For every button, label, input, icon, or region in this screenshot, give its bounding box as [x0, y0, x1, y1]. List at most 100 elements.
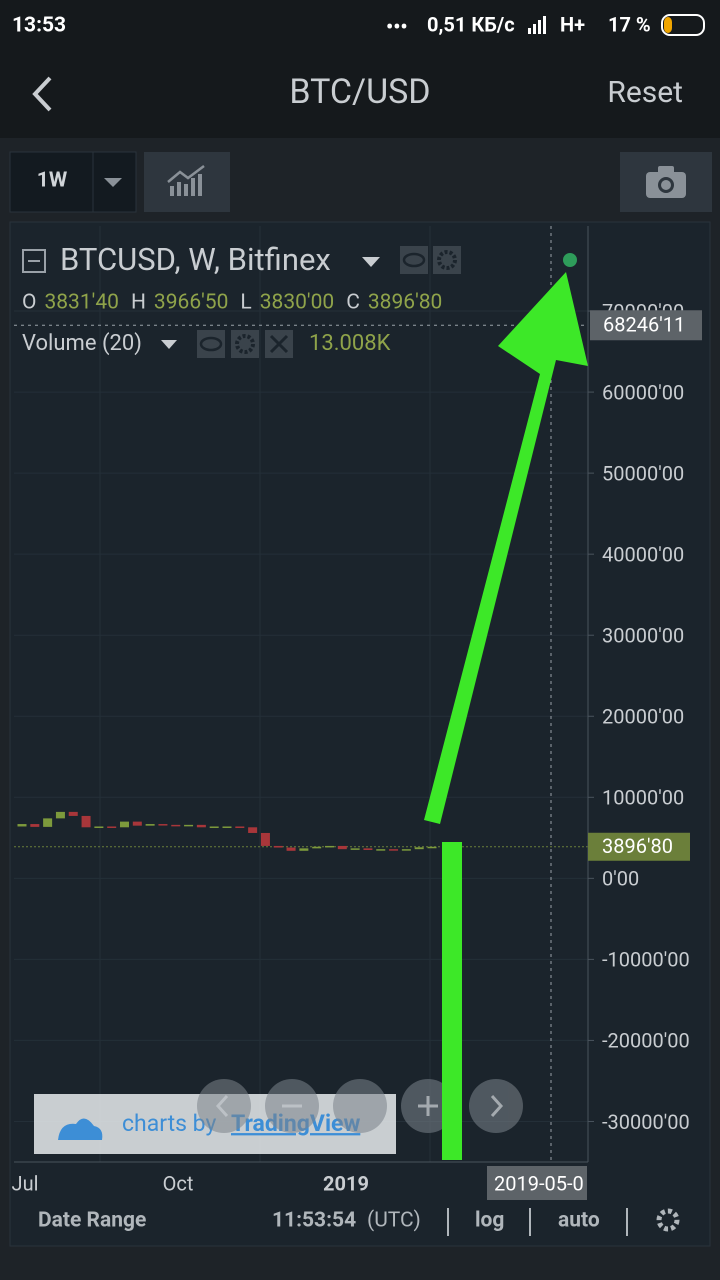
header-title: BTC/USD [289, 72, 430, 112]
top-bar [0, 0, 720, 138]
candle [158, 824, 168, 826]
y-tick-label: 30000'00 [602, 623, 684, 647]
last-price: 3896'80 [602, 834, 673, 858]
volume-dropdown[interactable] [161, 340, 177, 349]
ohlc-legend: O 3831'40 H 3966'50 L 3830'00 C 3896'80 [22, 291, 442, 315]
gear-icon [437, 250, 457, 270]
x-tick-label: Oct [163, 1171, 194, 1195]
auto-button[interactable]: auto [558, 1209, 600, 1233]
candle [389, 849, 399, 851]
indicators-button[interactable] [144, 152, 230, 212]
candle [350, 848, 360, 850]
y-tick-label: 0'00 [602, 867, 639, 891]
eye-icon [402, 252, 426, 268]
candle [30, 824, 40, 827]
collapse-icon[interactable] [22, 249, 46, 273]
back-button[interactable] [32, 76, 52, 112]
gear-icon [235, 334, 255, 354]
scroll-left[interactable] [197, 1079, 251, 1133]
crosshair-date-box [487, 1166, 587, 1200]
ohlc-value: 3830'00 [260, 291, 334, 315]
chart-panel [9, 221, 711, 1247]
candle [414, 847, 424, 850]
candle [376, 849, 386, 851]
indicators-icon-line [167, 165, 205, 183]
reset-zoom[interactable] [333, 1079, 387, 1133]
y-tick-label: -10000'00 [602, 948, 690, 972]
candle [401, 849, 411, 851]
candle [235, 826, 245, 828]
candle [107, 826, 117, 828]
candle [196, 824, 206, 828]
candles [17, 811, 437, 851]
candle [55, 811, 65, 819]
candle [299, 848, 309, 851]
battery-level [664, 17, 672, 33]
candle [68, 811, 78, 816]
settings-gear[interactable] [656, 1208, 680, 1232]
ohlc-value: 3966'50 [154, 291, 228, 315]
status-network: 0,51 КБ/с [427, 12, 515, 36]
ohlc-value: 3896'80 [368, 291, 442, 315]
price-axis: 70000'0060000'0050000'0040000'0030000'00… [12, 299, 702, 1200]
x-tick-label: 2019 [323, 1171, 369, 1195]
watermark-logo [58, 1118, 103, 1140]
candle [363, 848, 373, 850]
candle [171, 824, 181, 827]
zoom-controls [197, 1079, 523, 1133]
y-tick-label: 50000'00 [602, 461, 684, 485]
close-icon [269, 334, 289, 354]
battery-icon [661, 14, 705, 36]
ohlc-key: O [22, 291, 36, 315]
zoom-icons [215, 1094, 504, 1118]
status-signal: H+ [560, 12, 585, 36]
crosshair-price-box [590, 310, 702, 341]
candle [132, 821, 142, 826]
interval-dropdown[interactable] [104, 178, 122, 187]
log-button[interactable]: log [475, 1209, 504, 1233]
camera-lens-inner [661, 180, 671, 190]
y-tick-label: -20000'00 [602, 1029, 690, 1053]
y-tick-label: 40000'00 [602, 542, 684, 566]
y-tick-label: 60000'00 [602, 380, 684, 404]
status-battery: 17 % [608, 12, 651, 36]
last-price-box [588, 832, 690, 861]
y-tick-label: -30000'00 [602, 1110, 690, 1134]
candle [43, 818, 53, 827]
ohlc-key: L [240, 291, 251, 315]
annotation-arrow [424, 272, 588, 824]
status-dots: ••• [386, 14, 408, 38]
candle [94, 826, 104, 828]
ohlc-key: C [346, 291, 360, 315]
candle [312, 846, 322, 849]
grid [14, 226, 588, 1162]
volume-value: 13.008K [309, 331, 391, 356]
y-tick-label: 20000'00 [602, 705, 684, 729]
annotation-bar [442, 842, 462, 1160]
clock-timezone[interactable]: (UTC) [367, 1209, 421, 1233]
candle [427, 846, 437, 849]
ohlc-value: 3831'40 [44, 291, 118, 315]
symbol: BTCUSD, W, Bitfinex [60, 241, 331, 278]
status-dot [563, 253, 577, 267]
eye-icon [199, 336, 223, 352]
status-time: 13:53 [12, 14, 66, 38]
candle [209, 826, 219, 828]
ohlc-key: H [131, 291, 146, 315]
candle [273, 845, 283, 848]
candle [260, 832, 270, 846]
candle [145, 824, 155, 826]
crosshair-date: 2019-05-0 [494, 1171, 584, 1195]
crosshair-price: 68246'11 [603, 313, 685, 337]
interval: 1W [37, 169, 68, 193]
symbol-dropdown[interactable] [362, 257, 380, 267]
reset-button[interactable]: Reset [607, 75, 683, 110]
candle [325, 845, 334, 848]
candle [337, 845, 347, 850]
date-range-button[interactable]: Date Range [38, 1209, 146, 1233]
candle [184, 824, 194, 827]
scroll-right[interactable] [469, 1079, 523, 1133]
camera-icon-top [658, 166, 674, 174]
candle [286, 847, 296, 851]
